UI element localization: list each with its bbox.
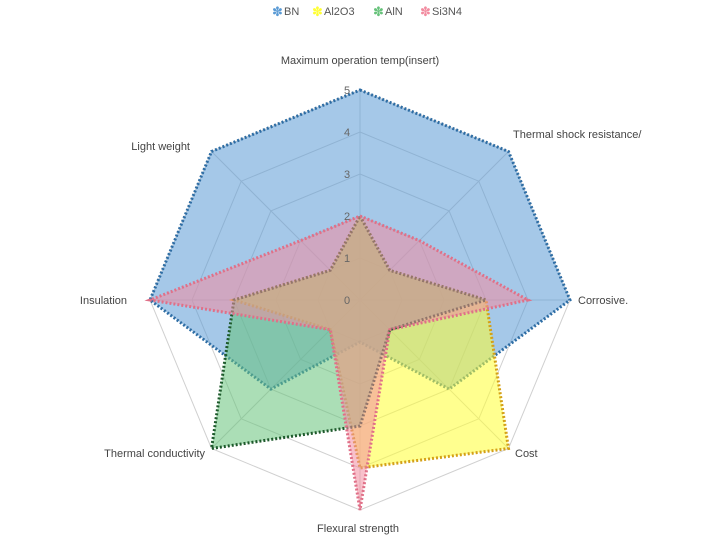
- tick-label: 2: [344, 211, 350, 223]
- tick-label: 1: [344, 253, 350, 265]
- legend-marker-icon: ✽: [373, 4, 384, 19]
- legend-label: BN: [284, 6, 299, 18]
- tick-labels: 0 1 2 3 4 5: [344, 85, 350, 307]
- axis-label: Corrosive.: [578, 295, 628, 307]
- legend-item-bn[interactable]: ✽ BN: [272, 4, 299, 19]
- legend-marker-icon: ✽: [420, 4, 431, 19]
- tick-label: 3: [344, 169, 350, 181]
- axis-label: Thermal shock resistance/: [513, 129, 642, 141]
- legend-marker-icon: ✽: [312, 4, 323, 19]
- legend-label: Si3N4: [432, 6, 462, 18]
- legend-label: Al2O3: [324, 6, 355, 18]
- tick-label: 4: [344, 127, 350, 139]
- axis-label: Light weight: [131, 141, 190, 153]
- axis-label: Insulation: [80, 295, 127, 307]
- axis-label: Maximum operation temp(insert): [281, 55, 439, 67]
- legend-marker-icon: ✽: [272, 4, 283, 19]
- axis-label: Flexural strength: [317, 523, 399, 535]
- series-areas: [144, 88, 572, 511]
- axis-label: Cost: [515, 448, 538, 460]
- tick-label: 0: [344, 295, 350, 307]
- legend[interactable]: ✽ BN ✽ Al2O3 ✽ AlN ✽ Si3N4: [272, 4, 462, 19]
- legend-label: AlN: [385, 6, 403, 18]
- tick-label: 5: [344, 85, 350, 97]
- series-area-si3n4: [144, 214, 533, 511]
- legend-item-aln[interactable]: ✽ AlN: [373, 4, 403, 19]
- axis-label: Thermal conductivity: [104, 448, 205, 460]
- axis-labels: Maximum operation temp(insert) Thermal sh…: [80, 55, 642, 535]
- legend-item-si3n4[interactable]: ✽ Si3N4: [420, 4, 462, 19]
- legend-item-al2o3[interactable]: ✽ Al2O3: [312, 4, 355, 19]
